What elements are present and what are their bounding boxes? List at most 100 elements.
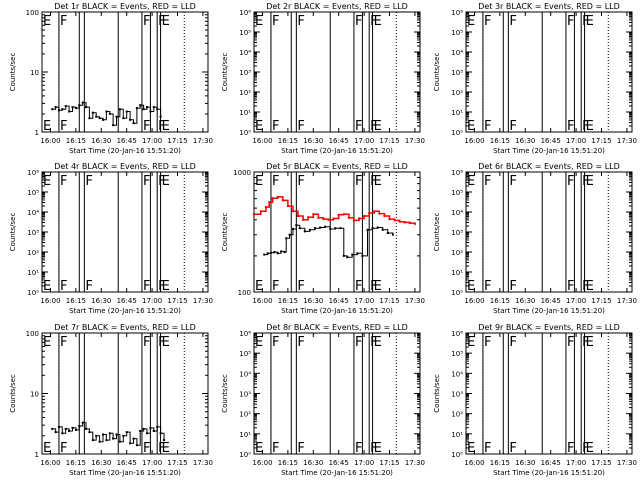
plot-frame (465, 332, 633, 455)
event-data-point (139, 104, 142, 107)
marker-label-top: E (162, 174, 170, 189)
y-tick-label: 10⁴ (239, 370, 251, 378)
y-tick-label: 10⁴ (451, 370, 463, 378)
event-data-point (156, 425, 159, 428)
lld-data-point (307, 216, 310, 219)
lld-data-point (383, 215, 386, 217)
event-data-point (91, 439, 94, 442)
x-tick-label: 16:45 (541, 137, 561, 145)
y-tick-label: 10⁰ (451, 289, 463, 297)
event-data-point (298, 227, 301, 230)
event-data-point (88, 117, 91, 120)
chart-title: Det 7r BLACK = Events, RED = LLD (54, 323, 196, 332)
x-tick-label: 17:00 (354, 297, 374, 305)
y-tick-label: 10⁶ (451, 169, 463, 177)
event-data-point (149, 426, 152, 429)
lld-data-point (403, 221, 406, 224)
y-tick-label: 10⁰ (451, 451, 463, 459)
x-tick-label: 16:45 (117, 137, 137, 145)
marker-label-bottom: F (484, 441, 491, 456)
marker-label-top: F (60, 335, 67, 350)
x-tick-label: 16:45 (117, 459, 137, 467)
x-axis-label: Start Time (20-Jan-16 15:51:20) (69, 469, 181, 477)
y-tick-label: 10⁵ (27, 189, 39, 197)
x-tick-label: 16:00 (40, 459, 60, 467)
x-tick-label: 16:15 (66, 297, 86, 305)
event-data-point (386, 232, 389, 234)
marker-label-top: F (85, 174, 92, 189)
plot-frame (465, 11, 633, 133)
marker-label-bottom: F (567, 441, 574, 456)
event-data-point (280, 250, 283, 253)
lld-data-point (408, 222, 411, 225)
y-tick-label: 10² (451, 89, 463, 97)
marker-label-bottom: F (355, 119, 362, 134)
x-tick-label: 17:00 (354, 459, 374, 467)
x-tick-label: 17:15 (167, 459, 187, 467)
event-data-point (74, 428, 77, 431)
marker-label-bottom: E (374, 119, 382, 134)
event-data-point (329, 228, 332, 230)
x-tick-label: 17:30 (405, 137, 425, 145)
edge-label-top: E (255, 14, 263, 29)
event-data-point (146, 432, 148, 435)
event-data-point (64, 427, 67, 430)
event-data-point (142, 427, 145, 430)
x-tick-label: 17:15 (167, 137, 187, 145)
x-tick-label: 16:30 (303, 459, 323, 467)
edge-label-top: E (467, 174, 475, 189)
event-data-point (54, 431, 57, 434)
x-tick-label: 17:00 (566, 137, 586, 145)
chart-title: Det 5r BLACK = Events, RED = LLD (266, 162, 408, 171)
y-tick-label: 10⁴ (27, 209, 39, 217)
chart-panel-6: Det 6r BLACK = Events, RED = LLD Counts/s… (433, 162, 637, 315)
marker-label-top: F (567, 174, 574, 189)
lld-data-point (347, 216, 350, 219)
event-data-point (91, 111, 94, 114)
plot-frame (253, 11, 421, 133)
y-tick-label: 10 (30, 69, 39, 77)
y-tick-label: 1 (35, 129, 39, 137)
lld-data-point (302, 218, 305, 221)
y-tick-label: 10³ (239, 391, 251, 399)
chart-panel-8: Det 8r BLACK = Events, RED = LLD Counts/s… (221, 323, 425, 477)
edge-label-bottom: E (467, 279, 475, 294)
lld-data-point (297, 215, 299, 217)
y-axis-label: Counts/sec (433, 374, 441, 413)
y-tick-label: 10³ (451, 391, 463, 399)
y-tick-label: 100 (238, 289, 251, 297)
x-tick-label: 17:30 (193, 137, 213, 145)
marker-label-bottom: F (297, 441, 304, 456)
event-data-point (108, 432, 111, 435)
x-tick-label: 17:00 (566, 459, 586, 467)
marker-label-bottom: F (158, 119, 165, 134)
chart-title: Det 6r BLACK = Events, RED = LLD (478, 162, 620, 171)
y-tick-label: 10⁰ (239, 129, 251, 137)
edge-label-top: E (255, 174, 263, 189)
x-tick-label: 16:00 (252, 459, 272, 467)
marker-label-bottom: F (297, 119, 304, 134)
y-tick-label: 10⁶ (239, 9, 251, 17)
x-tick-label: 16:45 (541, 297, 561, 305)
event-data-point (54, 106, 57, 109)
x-tick-label: 16:00 (40, 137, 60, 145)
lld-data-point (317, 216, 320, 219)
x-tick-label: 16:00 (464, 459, 484, 467)
y-tick-label: 10³ (27, 229, 39, 237)
marker-label-bottom: F (272, 119, 279, 134)
x-tick-label: 16:15 (66, 137, 86, 145)
event-data-point (342, 254, 345, 257)
marker-label-bottom: F (158, 441, 165, 456)
x-tick-label: 16:15 (490, 297, 510, 305)
lld-data-point (398, 220, 401, 223)
x-tick-label: 17:15 (379, 459, 399, 467)
lld-data-point (286, 205, 289, 208)
lld-data-point (281, 199, 284, 202)
x-tick-label: 17:00 (142, 459, 162, 467)
x-tick-label: 16:00 (252, 137, 272, 145)
x-tick-label: 16:45 (329, 137, 349, 145)
lld-data-point (332, 217, 335, 220)
x-tick-label: 17:30 (405, 297, 425, 305)
event-data-point (295, 224, 298, 227)
chart-panel-4: Det 4r BLACK = Events, RED = LLD Counts/s… (9, 162, 213, 315)
